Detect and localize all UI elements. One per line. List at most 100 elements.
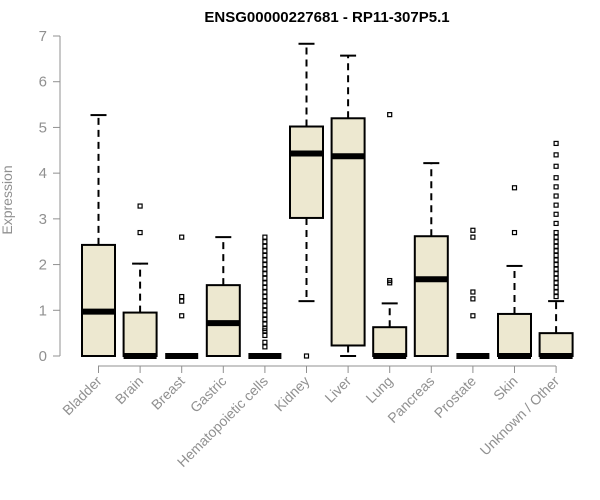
outlier-point: [553, 252, 559, 259]
y-tick-label: 7: [39, 28, 47, 45]
outlier-point: [470, 289, 476, 295]
outlier-point: [262, 303, 268, 309]
outlier-point: [179, 298, 185, 304]
outlier-point: [137, 229, 143, 236]
outlier-point: [553, 193, 559, 199]
outlier-point: [553, 284, 559, 291]
box-group: [165, 234, 199, 359]
x-tick-label: Prostate: [431, 373, 479, 421]
outlier-point: [262, 312, 268, 318]
box-iqr: [330, 117, 366, 347]
outlier-point: [262, 257, 268, 263]
x-tick-label: Skin: [490, 373, 521, 404]
box-iqr: [81, 243, 116, 358]
outlier-point: [553, 261, 559, 268]
outlier-point: [262, 243, 268, 249]
y-tick-label: 3: [39, 211, 47, 228]
x-tick-label: Kidney: [271, 373, 313, 415]
outlier-point: [262, 261, 268, 268]
outlier-point: [553, 271, 559, 277]
y-tick-label: 4: [39, 165, 47, 182]
outlier-point: [553, 293, 559, 300]
outlier-point: [262, 248, 268, 254]
outlier-point: [470, 234, 476, 240]
outlier-point: [262, 339, 268, 345]
outlier-point: [179, 293, 185, 300]
outlier-point: [262, 271, 268, 277]
outlier-point: [470, 227, 476, 233]
outlier-point: [553, 239, 559, 245]
box-group: [122, 203, 158, 359]
outlier-point: [553, 202, 559, 208]
outlier-point: [262, 266, 268, 272]
outlier-point: [553, 184, 559, 190]
outlier-point: [553, 140, 559, 147]
box-iqr: [289, 125, 324, 219]
outlier-point: [553, 257, 559, 263]
outlier-point: [262, 298, 268, 304]
outlier-point: [262, 316, 268, 323]
box-group: [413, 162, 449, 358]
outlier-point: [262, 275, 268, 281]
x-tick-label: Brain: [112, 373, 146, 407]
outlier-point: [262, 332, 268, 339]
box-series: [81, 42, 574, 359]
outlier-point: [553, 248, 559, 254]
x-tick-label: Unknown / Other: [477, 373, 563, 459]
outlier-point: [262, 344, 268, 350]
outlier-point: [553, 229, 559, 236]
x-tick-label: Breast: [148, 373, 188, 413]
box-group: [330, 54, 366, 357]
outlier-point: [387, 112, 393, 118]
outlier-point: [553, 175, 559, 181]
box-group: [497, 185, 532, 359]
box-iqr: [372, 326, 408, 358]
outlier-point: [179, 234, 185, 240]
y-axis-label: Expression: [0, 165, 15, 234]
outlier-point: [262, 293, 268, 300]
box-group: [248, 234, 282, 359]
outlier-point: [470, 296, 476, 302]
y-tick-label: 6: [39, 74, 47, 91]
outlier-point: [511, 229, 518, 236]
box-group: [81, 114, 116, 358]
outlier-point: [553, 152, 559, 158]
outlier-point: [387, 277, 393, 284]
box-group: [538, 140, 574, 359]
box-group: [205, 236, 241, 357]
outlier-point: [179, 313, 185, 319]
y-tick-label: 5: [39, 119, 47, 136]
outlier-point: [553, 163, 559, 169]
y-tick-label: 2: [39, 257, 47, 274]
outlier-point: [262, 280, 268, 286]
outlier-point: [553, 280, 559, 286]
outlier-point: [303, 353, 310, 359]
chart-title: ENSG00000227681 - RP11-307P5.1: [204, 9, 449, 26]
box-iqr: [497, 312, 532, 358]
box-iqr: [122, 311, 158, 358]
outlier-point: [553, 289, 559, 295]
y-tick-label: 1: [39, 302, 47, 319]
box-iqr: [538, 332, 574, 357]
outlier-point: [553, 243, 559, 249]
outlier-point: [553, 220, 559, 227]
outlier-point: [262, 289, 268, 295]
outlier-point: [553, 275, 559, 281]
box-group: [289, 42, 324, 359]
outlier-point: [553, 211, 559, 217]
y-axis-ticks: 0 1 2 3 4 5 6 7: [39, 28, 60, 365]
box-iqr: [413, 235, 449, 358]
x-tick-label: Bladder: [59, 373, 105, 419]
outlier-point: [553, 234, 559, 240]
outlier-point: [262, 239, 268, 245]
outlier-point: [511, 185, 518, 191]
outlier-point: [262, 252, 268, 259]
box-group: [372, 112, 408, 359]
box-group: [456, 227, 490, 359]
outlier-point: [262, 284, 268, 291]
outlier-point: [137, 203, 143, 209]
outlier-point: [262, 234, 268, 240]
outlier-point: [262, 307, 268, 313]
